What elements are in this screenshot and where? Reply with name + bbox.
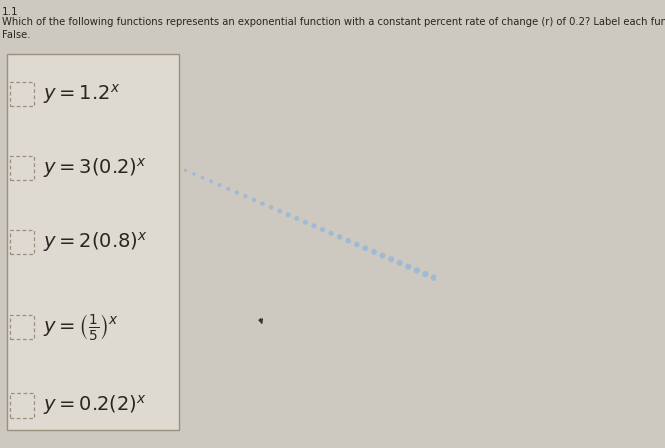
Point: [317, 226, 328, 233]
Text: $y = 0.2(2)^{x}$: $y = 0.2(2)^{x}$: [43, 393, 146, 418]
Point: [326, 230, 336, 237]
Point: [309, 222, 319, 229]
Text: False.: False.: [2, 30, 31, 40]
Point: [403, 263, 414, 270]
Point: [223, 185, 233, 192]
Text: $y = 3(0.2)^{x}$: $y = 3(0.2)^{x}$: [43, 156, 146, 180]
Point: [240, 193, 251, 200]
Point: [386, 256, 396, 263]
Point: [360, 245, 370, 252]
Point: [205, 178, 216, 185]
Point: [377, 252, 388, 259]
Point: [394, 259, 405, 267]
Bar: [7, 54, 179, 430]
Point: [189, 170, 200, 177]
Point: [352, 241, 362, 248]
Point: [334, 233, 345, 241]
Text: Which of the following functions represents an exponential function with a const: Which of the following functions represe…: [2, 17, 665, 26]
Text: $y = 1.2^{x}$: $y = 1.2^{x}$: [43, 82, 120, 106]
Bar: [9, 393, 34, 418]
Point: [412, 267, 422, 274]
Bar: [9, 230, 34, 254]
Point: [266, 204, 277, 211]
Point: [420, 271, 431, 278]
Point: [343, 237, 354, 244]
Text: $y = \left(\frac{1}{5}\right)^{x}$: $y = \left(\frac{1}{5}\right)^{x}$: [43, 312, 119, 342]
Point: [198, 174, 208, 181]
Point: [180, 167, 191, 174]
Point: [231, 189, 242, 196]
Point: [214, 181, 225, 189]
Point: [283, 211, 293, 218]
Point: [429, 274, 440, 281]
Bar: [9, 314, 34, 340]
Text: $y = 2(0.8)^{x}$: $y = 2(0.8)^{x}$: [43, 230, 147, 254]
Bar: [9, 82, 34, 107]
Point: [368, 248, 379, 255]
Point: [249, 196, 259, 203]
Text: 1.1: 1.1: [2, 7, 19, 17]
Bar: [9, 155, 34, 180]
Point: [300, 219, 311, 226]
Point: [257, 200, 268, 207]
Point: [291, 215, 302, 222]
Point: [275, 207, 285, 215]
